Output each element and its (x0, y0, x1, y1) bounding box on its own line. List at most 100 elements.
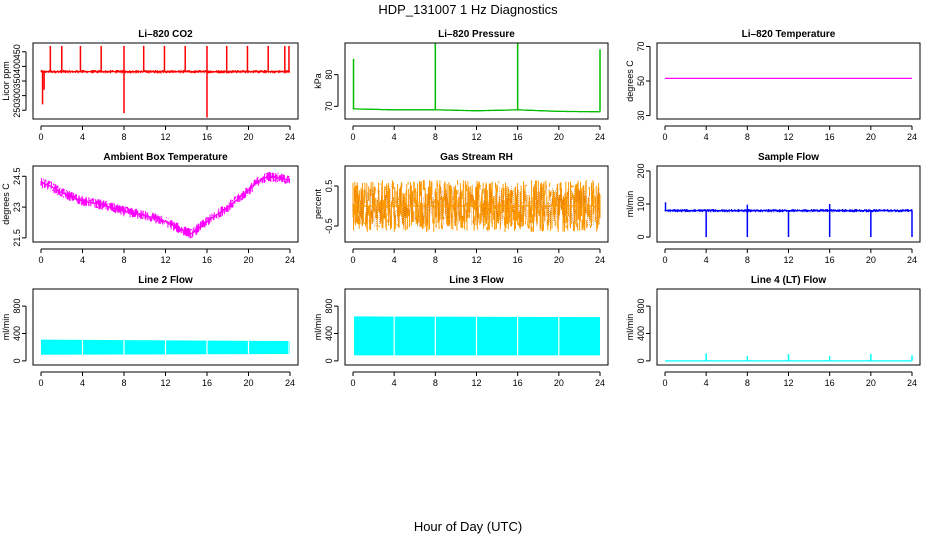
panel-title: Line 2 Flow (138, 275, 193, 286)
x-tick-label: 24 (285, 255, 295, 265)
x-tick-label: 8 (745, 132, 750, 142)
panel-title: Sample Flow (758, 152, 819, 163)
x-tick-label: 8 (433, 132, 438, 142)
x-tick-label: 20 (866, 255, 876, 265)
x-tick-label: 0 (662, 255, 667, 265)
x-tick-label: 12 (471, 132, 481, 142)
y-tick-label: 350 (12, 73, 22, 88)
x-tick-label: 12 (471, 255, 481, 265)
x-tick-label: 4 (80, 378, 85, 388)
x-tick-label: 12 (160, 255, 170, 265)
panel-title: Li–820 CO2 (138, 29, 193, 40)
x-tick-label: 4 (704, 255, 709, 265)
y-axis-label: Licor ppm (1, 61, 11, 101)
panel-title: Gas Stream RH (440, 152, 513, 163)
plot-frame (32, 165, 299, 243)
x-tick-label: 24 (907, 132, 917, 142)
plot-frame (656, 165, 921, 243)
y-tick-label: 23 (12, 202, 22, 212)
x-tick-label: 24 (595, 378, 605, 388)
x-tick-label: 8 (433, 255, 438, 265)
x-tick-label: 12 (160, 132, 170, 142)
x-tick-label: 16 (202, 378, 212, 388)
y-tick-label: 0 (636, 358, 646, 363)
y-tick-label: 400 (12, 59, 22, 74)
y-tick-label: 21.5 (12, 229, 22, 247)
y-tick-label: 250 (12, 103, 22, 118)
x-tick-label: 8 (745, 378, 750, 388)
y-axis-label: kPa (313, 73, 323, 89)
y-tick-label: 400 (324, 326, 334, 341)
x-tick-label: 20 (243, 255, 253, 265)
x-tick-label: 20 (866, 132, 876, 142)
x-tick-label: 16 (202, 255, 212, 265)
x-tick-label: 12 (783, 132, 793, 142)
y-tick-label: 800 (324, 299, 334, 314)
x-tick-label: 8 (121, 255, 126, 265)
plot-frame (344, 288, 609, 366)
x-tick-label: 8 (745, 255, 750, 265)
y-axis-label: ml/min (1, 314, 11, 341)
y-tick-label: 300 (12, 88, 22, 103)
series-line (40, 175, 291, 235)
x-tick-label: 16 (513, 378, 523, 388)
y-tick-label: -0.5 (324, 218, 334, 234)
y-tick-label: 50 (636, 76, 646, 86)
x-tick-label: 20 (243, 132, 253, 142)
y-tick-label: 400 (636, 326, 646, 341)
y-tick-label: 800 (12, 299, 22, 314)
x-tick-label: 24 (285, 132, 295, 142)
data-group (41, 337, 290, 357)
x-tick-label: 4 (80, 255, 85, 265)
x-tick-label: 24 (285, 378, 295, 388)
x-tick-label: 0 (350, 378, 355, 388)
x-tick-label: 12 (783, 255, 793, 265)
x-tick-label: 24 (907, 255, 917, 265)
x-tick-label: 4 (392, 132, 397, 142)
plot-frame (344, 165, 609, 243)
x-tick-label: 0 (38, 132, 43, 142)
series-line (353, 108, 600, 113)
x-tick-label: 0 (38, 255, 43, 265)
y-axis-label: ml/min (625, 191, 635, 218)
data-group (40, 45, 291, 118)
x-tick-label: 12 (783, 378, 793, 388)
x-tick-label: 24 (595, 255, 605, 265)
y-axis-label: ml/min (625, 314, 635, 341)
x-tick-label: 0 (350, 255, 355, 265)
x-tick-label: 4 (80, 132, 85, 142)
y-tick-label: 0.5 (324, 180, 334, 193)
data-group (352, 180, 601, 232)
y-tick-label: 800 (636, 299, 646, 314)
panel-title: Line 4 (LT) Flow (751, 275, 827, 286)
x-tick-label: 20 (243, 378, 253, 388)
panel-4: Ambient Box Temperature degrees C 0 4 8 12 16 2… (1, 152, 299, 265)
y-tick-label: 30 (636, 111, 646, 121)
data-group (40, 171, 291, 239)
panel-title: Ambient Box Temperature (103, 152, 228, 163)
panel-2: Li–820 Pressure kPa 0 4 8 12 16 20 24 70 80 (313, 29, 609, 142)
x-tick-label: 16 (825, 255, 835, 265)
x-tick-label: 8 (121, 378, 126, 388)
y-tick-label: 70 (324, 101, 334, 111)
x-tick-label: 4 (704, 132, 709, 142)
x-tick-label: 16 (825, 132, 835, 142)
x-tick-label: 0 (38, 378, 43, 388)
plot-frame (656, 288, 921, 366)
y-tick-label: 70 (636, 41, 646, 51)
x-tick-label: 4 (392, 255, 397, 265)
plot-frame (32, 42, 299, 120)
figure-title: HDP_131007 1 Hz Diagnostics (378, 2, 558, 17)
y-axis-label: degrees C (625, 60, 635, 102)
y-axis-label: percent (313, 188, 323, 219)
plot-frame (656, 42, 921, 120)
x-tick-label: 0 (662, 132, 667, 142)
x-tick-label: 20 (554, 255, 564, 265)
y-tick-label: 0 (12, 358, 22, 363)
x-tick-label: 12 (160, 378, 170, 388)
panel-title: Line 3 Flow (449, 275, 504, 286)
panel-3: Li–820 Temperature degrees C 0 4 8 12 16 20 24 30… (625, 29, 921, 142)
